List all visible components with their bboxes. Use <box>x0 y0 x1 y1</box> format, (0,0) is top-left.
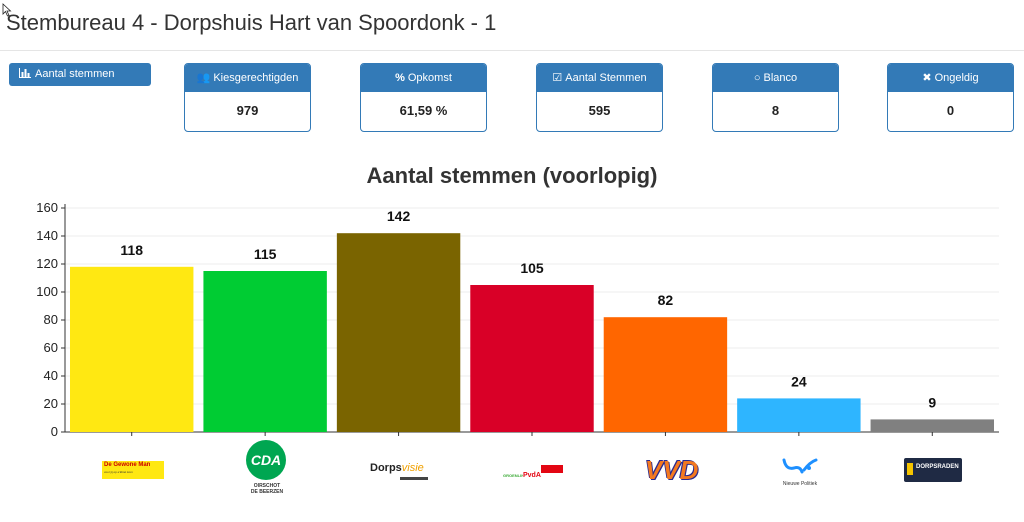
bar <box>737 398 861 432</box>
dorpsvisie-logo: Dorpsvisie <box>370 462 432 482</box>
cda-logo: CDA OIRSCHOT DE BEERZEN <box>244 440 290 496</box>
groenlinks-pvda-logo-text1: GROENLINKS <box>503 473 530 478</box>
groenlinks-pvda-logo: GROENLINKSPvdA <box>503 464 563 479</box>
bar-chart-icon <box>19 68 31 78</box>
page-title: Stembureau 4 - Dorpshuis Hart van Spoord… <box>6 10 497 35</box>
bar <box>470 285 594 432</box>
stat-label: Opkomst <box>407 72 452 84</box>
de-gewone-man-logo: De Gewone Man voor jij op e'kbiet kom <box>102 461 164 479</box>
dorpsvisie-logo-text2: visie <box>401 462 424 474</box>
stat-label: Ongeldig <box>934 72 979 84</box>
users-icon: 👥 <box>196 72 211 84</box>
stat-card-opkomst: % Opkomst 61,59 % <box>360 63 487 132</box>
stat-label: Blanco <box>763 72 798 84</box>
nieuwe-politiek-logo-text: Nieuwe Politiek <box>782 481 818 487</box>
de-gewone-man-logo-tagline: voor jij op e'kbiet kom <box>104 470 133 474</box>
nieuwe-politiek-logo-mark <box>782 458 818 474</box>
vvd-logo: VVD <box>645 448 698 492</box>
stat-card-blanco: ○ Blanco 8 <box>712 63 839 132</box>
aantal-stemmen-button-label: Aantal stemmen <box>35 68 115 80</box>
stat-card-aantal-stemmen: ☑ Aantal Stemmen 595 <box>536 63 663 132</box>
bar <box>203 271 327 432</box>
stat-value: 8 <box>771 103 780 118</box>
cda-logo-text: CDA <box>246 440 286 480</box>
stat-value: 979 <box>236 103 259 118</box>
data-label: 118 <box>120 242 143 258</box>
x-icon: ✖ <box>922 72 932 84</box>
bar <box>70 266 194 432</box>
data-label: 24 <box>791 373 807 389</box>
stat-card-kiesgerechtigden: 👥 Kiesgerechtigden 979 <box>184 63 311 132</box>
mouse-cursor-icon <box>2 3 12 17</box>
dorpsraden-logo-mark <box>907 463 913 475</box>
data-label: 142 <box>387 208 411 224</box>
stat-label: Kiesgerechtigden <box>213 72 299 84</box>
y-tick-label: 80 <box>44 312 58 327</box>
y-tick-label: 0 <box>51 424 58 439</box>
checkbox-icon: ☑ <box>552 72 563 84</box>
dorpsraden-logo-text: DORPSRADEN <box>916 464 959 470</box>
groenlinks-pvda-logo-block <box>541 465 563 473</box>
y-tick-label: 100 <box>36 284 58 299</box>
chart-title: Aantal stemmen (voorlopig) <box>366 163 658 188</box>
aantal-stemmen-button[interactable]: Aantal stemmen <box>9 63 151 86</box>
bar <box>870 419 994 432</box>
data-label: 105 <box>520 260 544 276</box>
y-tick-label: 160 <box>36 200 58 215</box>
y-tick-label: 140 <box>36 228 58 243</box>
y-tick-label: 20 <box>44 396 58 411</box>
nieuwe-politiek-logo: Nieuwe Politiek <box>778 456 822 487</box>
bar <box>336 233 461 432</box>
data-label: 82 <box>658 292 674 308</box>
de-gewone-man-logo-text: De Gewone Man <box>104 462 151 468</box>
vvd-logo-text: VVD <box>645 455 699 485</box>
dorpsvisie-logo-bar <box>400 477 428 480</box>
y-tick-label: 60 <box>44 340 58 355</box>
y-tick-label: 40 <box>44 368 58 383</box>
bar-chart: 0 20 40 60 80 100 120 140 160 118 115 142 105 82 24 9 <box>36 200 999 439</box>
stat-value: 595 <box>588 103 611 118</box>
stat-value: 0 <box>946 103 955 118</box>
dorpsraden-logo: DORPSRADEN <box>904 458 962 482</box>
cda-logo-sub2: DE BEERZEN <box>250 489 284 495</box>
percent-icon: % <box>395 72 405 84</box>
data-label: 9 <box>928 394 936 410</box>
bar <box>603 317 728 432</box>
dorpsvisie-logo-text1: Dorps <box>370 462 402 474</box>
stat-card-ongeldig: ✖ Ongeldig 0 <box>887 63 1014 132</box>
y-tick-label: 120 <box>36 256 58 271</box>
stat-label: Aantal Stemmen <box>565 72 647 84</box>
header-divider <box>0 50 1024 51</box>
cda-logo-sub1: OIRSCHOT <box>253 483 281 489</box>
data-label: 115 <box>254 246 277 262</box>
stat-value: 61,59 % <box>399 103 448 118</box>
circle-icon: ○ <box>753 72 761 84</box>
groenlinks-pvda-logo-text2: PvdA <box>523 472 541 479</box>
